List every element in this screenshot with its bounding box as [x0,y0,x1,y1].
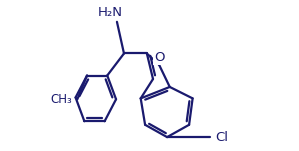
Text: O: O [154,51,164,64]
Text: Cl: Cl [215,131,228,144]
Text: H₂N: H₂N [97,6,122,19]
Text: CH₃: CH₃ [51,93,72,106]
